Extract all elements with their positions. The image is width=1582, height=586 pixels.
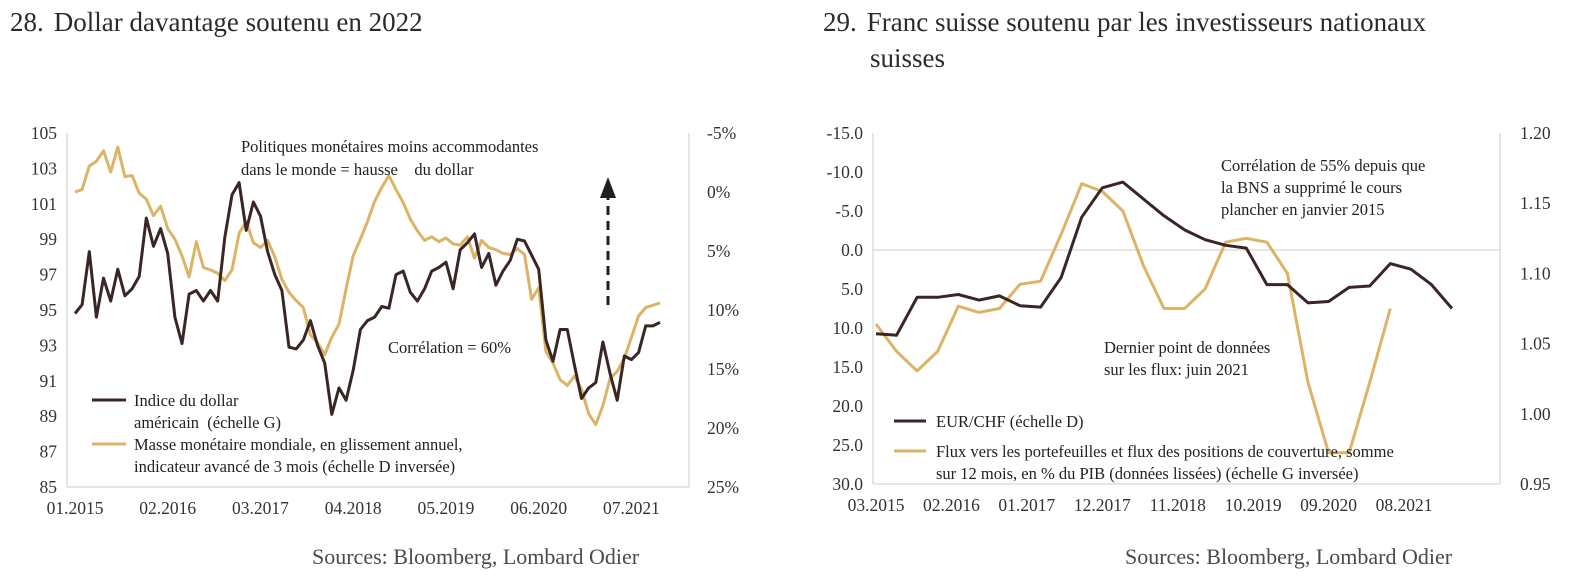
y-right-tick-label: 15% xyxy=(707,359,739,379)
y-right-tick-label: 5% xyxy=(707,241,730,261)
x-tick-label: 02.2016 xyxy=(923,495,980,515)
source-note: Sources: Bloomberg, Lombard Odier xyxy=(1125,544,1453,569)
y-left-tick-label: 95 xyxy=(40,300,58,320)
legend-flows-line1: Flux vers les portefeuilles et flux des … xyxy=(936,442,1394,461)
chart-number: 29. xyxy=(823,7,857,37)
x-tick-label: 01.2015 xyxy=(47,498,104,518)
annotation-correlation: Corrélation = 60% xyxy=(388,338,511,357)
y-left-tick-label: 15.0 xyxy=(832,357,863,377)
annotation-correlation-line3: plancher en janvier 2015 xyxy=(1221,200,1385,219)
chart-title-text: Dollar davantage soutenu en 2022 xyxy=(53,7,423,37)
y-left-tick-label: 10.0 xyxy=(832,318,863,338)
annotation-correlation-line1: Corrélation de 55% depuis que xyxy=(1221,156,1425,175)
legend-money-supply-line2: indicateur avancé de 3 mois (échelle D i… xyxy=(134,457,455,476)
axis-tick-labels: -15.0 -10.0 -5.0 0.0 5.0 10.0 15.0 20.0 25.0 30.0… xyxy=(827,123,1551,515)
annotation-correlation-line2: la BNS a supprimé le cours xyxy=(1221,178,1402,197)
x-tick-label: 01.2017 xyxy=(998,495,1055,515)
x-tick-label: 04.2018 xyxy=(325,498,382,518)
x-tick-label: 09.2020 xyxy=(1300,495,1357,515)
y-left-tick-label: 101 xyxy=(31,194,57,214)
x-tick-label: 03.2017 xyxy=(232,498,289,518)
chart-title: 28. Dollar davantage soutenu en 2022 xyxy=(10,4,750,40)
y-left-tick-label: 91 xyxy=(40,371,58,391)
franc-chart-svg: -15.0 -10.0 -5.0 0.0 5.0 10.0 15.0 20.0 25.0 30.0… xyxy=(827,123,1551,515)
money-supply-line xyxy=(74,145,661,426)
chart-panel-dollar: 28. Dollar davantage soutenu en 2022 105 1… xyxy=(0,0,790,586)
y-left-tick-label: 89 xyxy=(40,406,58,426)
x-tick-label: 12.2017 xyxy=(1074,495,1131,515)
legend-flows-line2: sur 12 mois, en % du PIB (données lissée… xyxy=(936,464,1358,483)
y-right-tick-label: 25% xyxy=(707,477,739,497)
x-tick-label: 08.2021 xyxy=(1376,495,1433,515)
y-left-tick-label: 87 xyxy=(40,442,58,462)
x-tick-label: 02.2016 xyxy=(139,498,196,518)
annotation-policy-line1: Politiques monétaires moins accommodante… xyxy=(241,137,538,156)
y-right-tick-label: 0% xyxy=(707,182,730,202)
y-left-tick-label: 105 xyxy=(31,123,58,143)
source-note: Sources: Bloomberg, Lombard Odier xyxy=(312,544,640,569)
y-right-tick-label: 1.00 xyxy=(1520,404,1551,424)
dollar-index-line xyxy=(73,181,661,416)
eurchf-line xyxy=(875,180,1454,337)
y-left-tick-label: 99 xyxy=(40,229,58,249)
y-left-tick-label: -15.0 xyxy=(827,123,864,143)
chart-title: 29. Franc suisse soutenu par les investis… xyxy=(823,4,1543,76)
portfolio-flows-line xyxy=(874,182,1392,455)
y-left-tick-label: 93 xyxy=(40,335,58,355)
legend-dollar-line2: américain (échelle G) xyxy=(134,413,281,432)
x-tick-label: 03.2015 xyxy=(848,495,905,515)
chart-number: 28. xyxy=(10,7,44,37)
annotation-last-data-line2: sur les flux: juin 2021 xyxy=(1104,360,1249,379)
x-tick-label: 05.2019 xyxy=(418,498,475,518)
dollar-chart-svg: 105 103 101 99 97 95 93 91 89 87 85 -5% 0% 5% 10% 15% 20… xyxy=(31,123,739,518)
x-tick-label: 07.2021 xyxy=(603,498,660,518)
y-left-tick-label: 85 xyxy=(40,477,58,497)
chart-panel-franc: 29. Franc suisse soutenu par les investis… xyxy=(790,0,1582,586)
y-left-tick-label: 25.0 xyxy=(832,435,863,455)
chart-title-line1: Franc suisse soutenu par les investisseu… xyxy=(866,7,1427,37)
y-left-tick-label: 97 xyxy=(40,265,58,285)
annotation-policy-line2: dans le monde = hausse du dollar xyxy=(241,160,474,179)
x-tick-label: 10.2019 xyxy=(1225,495,1282,515)
y-left-tick-label: 0.0 xyxy=(841,240,863,260)
y-right-tick-label: 0.95 xyxy=(1520,474,1551,494)
y-left-tick-label: -10.0 xyxy=(827,162,864,182)
x-tick-label: 06.2020 xyxy=(510,498,567,518)
y-right-tick-label: 1.05 xyxy=(1520,334,1551,354)
y-left-tick-label: 20.0 xyxy=(832,396,863,416)
legend-eurchf: EUR/CHF (échelle D) xyxy=(936,412,1084,431)
y-right-tick-label: 10% xyxy=(707,300,739,320)
x-tick-label: 11.2018 xyxy=(1150,495,1206,515)
upward-arrow-icon xyxy=(600,177,616,198)
annotation-last-data-line1: Dernier point de données xyxy=(1104,338,1270,357)
y-right-tick-label: 20% xyxy=(707,418,739,438)
y-right-tick-label: -5% xyxy=(707,123,736,143)
chart-title-line2: suisses xyxy=(870,43,946,73)
y-right-tick-label: 1.20 xyxy=(1520,123,1551,143)
y-right-tick-label: 1.15 xyxy=(1520,193,1551,213)
y-left-tick-label: 103 xyxy=(31,158,58,178)
y-right-tick-label: 1.10 xyxy=(1520,263,1551,283)
legend-dollar-line1: Indice du dollar xyxy=(134,391,239,410)
y-left-tick-label: -5.0 xyxy=(835,201,863,221)
legend-money-supply-line1: Masse monétaire mondiale, en glissement … xyxy=(134,435,463,454)
axis-tick-labels: 105 103 101 99 97 95 93 91 89 87 85 -5% 0% 5% 10% 15% 20… xyxy=(31,123,739,518)
y-left-tick-label: 5.0 xyxy=(841,279,863,299)
y-left-tick-label: 30.0 xyxy=(832,474,863,494)
